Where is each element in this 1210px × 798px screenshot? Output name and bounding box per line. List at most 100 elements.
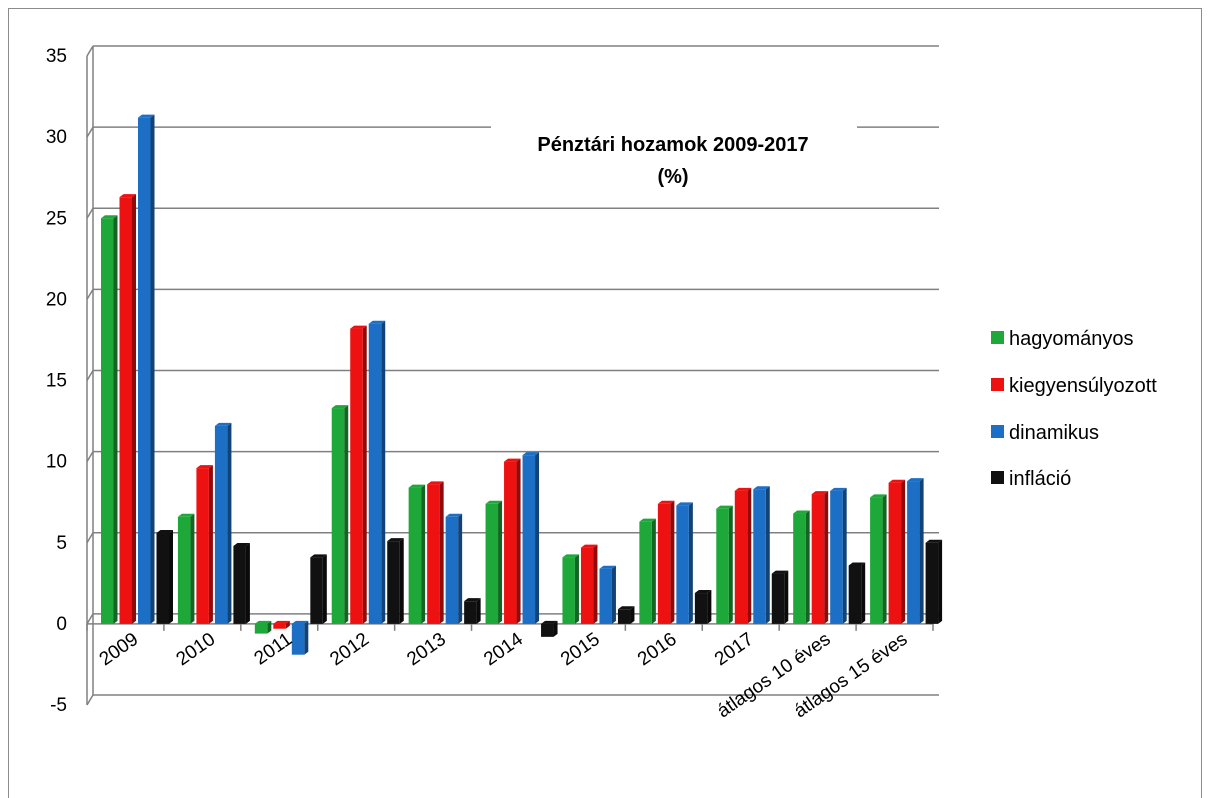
bar-top [254, 620, 272, 624]
bar-side [113, 215, 118, 624]
x-tick-label: 2016 [634, 629, 681, 670]
bar [177, 513, 195, 624]
bar-front [694, 593, 708, 624]
bar-side [707, 590, 712, 624]
bar-side [842, 487, 847, 624]
y-tick-label: 30 [46, 127, 67, 148]
bar-front [156, 533, 169, 624]
bar-side [824, 491, 829, 624]
bar-side [381, 320, 386, 624]
bar-side [535, 452, 540, 624]
bar-front [408, 487, 422, 624]
bar-side [227, 422, 232, 624]
bar-front [368, 323, 382, 624]
legend: hagyományos kiegyensúlyozott dinamikus i… [991, 328, 1157, 490]
bar-front [101, 218, 114, 624]
bar-side [304, 620, 309, 655]
gridline-depth [86, 451, 94, 463]
bar-top [694, 590, 712, 594]
bar-top [793, 510, 810, 514]
bar [830, 487, 847, 624]
bar [504, 458, 521, 624]
bar-front [445, 516, 459, 624]
bar-top [273, 620, 290, 624]
bar-front [233, 545, 246, 624]
bar-front [562, 557, 575, 624]
gridline-depth [86, 207, 94, 219]
bar-top [907, 478, 924, 482]
bar-top [830, 487, 847, 491]
bar [562, 554, 579, 624]
y-tick-label: -5 [50, 695, 67, 716]
title-background [491, 121, 857, 203]
bar [599, 565, 616, 624]
bar-top [464, 598, 481, 602]
bar-front [793, 513, 806, 624]
bar [907, 478, 924, 624]
bar-side [938, 539, 943, 624]
legend-swatch-inflacio [991, 471, 1004, 484]
bar-side [322, 554, 327, 624]
bar-top [639, 518, 656, 522]
bar-front [925, 542, 939, 624]
bar-top [387, 538, 404, 542]
y-tick-label: 5 [56, 533, 67, 554]
legend-item-hagyomanyos: hagyományos [991, 328, 1134, 350]
legend-label-kiegyensulyozott: kiegyensúlyozott [1009, 375, 1157, 397]
bar-top [445, 513, 463, 517]
bar [464, 598, 481, 624]
bar-side [132, 194, 136, 624]
bar-side [169, 530, 173, 624]
legend-label-inflacio: infláció [1009, 468, 1071, 490]
bar [811, 491, 829, 624]
bar-side [399, 538, 404, 624]
bar-top [291, 620, 309, 624]
bar [427, 481, 444, 624]
bar-top [331, 405, 349, 409]
bar [119, 194, 136, 624]
bar-top [888, 479, 906, 483]
bar-top [196, 465, 213, 469]
bar [870, 494, 887, 624]
bar-top [734, 487, 752, 491]
bar [156, 530, 173, 624]
bar-side [630, 606, 635, 624]
y-tick-label: 10 [46, 452, 67, 473]
bar-top [368, 320, 386, 324]
x-tick-label: 2013 [403, 629, 450, 670]
bar [445, 513, 463, 624]
legend-swatch-dinamikus [991, 425, 1004, 438]
bar-front [196, 468, 209, 624]
x-tick-label: 2009 [96, 629, 143, 670]
bar [331, 405, 349, 624]
bar-side [805, 510, 810, 624]
bar-side [150, 114, 155, 624]
y-axis-ticks: 35 30 25 20 15 10 5 0 -5 [46, 46, 67, 716]
bar-top [485, 500, 503, 504]
bar-front [427, 484, 440, 624]
bar-front [907, 481, 920, 624]
chart-title: Pénztári hozamok 2009-2017 (%) [491, 121, 857, 203]
bar-top [138, 114, 155, 118]
bar [848, 562, 866, 624]
bar-top [119, 194, 136, 198]
bar-top [101, 215, 118, 219]
y-tick-label: 35 [46, 46, 67, 67]
bar-front [888, 482, 902, 624]
bar-side [267, 620, 272, 634]
bar [368, 320, 386, 624]
bar-front [580, 547, 594, 624]
bar-side [344, 405, 349, 624]
legend-swatch-kiegyensulyozott [991, 378, 1004, 391]
gridline-depth [86, 126, 94, 138]
bar [793, 510, 810, 624]
gridline-depth [86, 613, 94, 625]
x-tick-label: 2015 [557, 629, 604, 670]
bar-side [901, 479, 906, 624]
bar [694, 590, 712, 624]
bar-front [811, 494, 825, 624]
bars [101, 114, 943, 655]
bar-top [504, 458, 521, 462]
bar-top [156, 530, 173, 534]
bar [273, 620, 290, 629]
